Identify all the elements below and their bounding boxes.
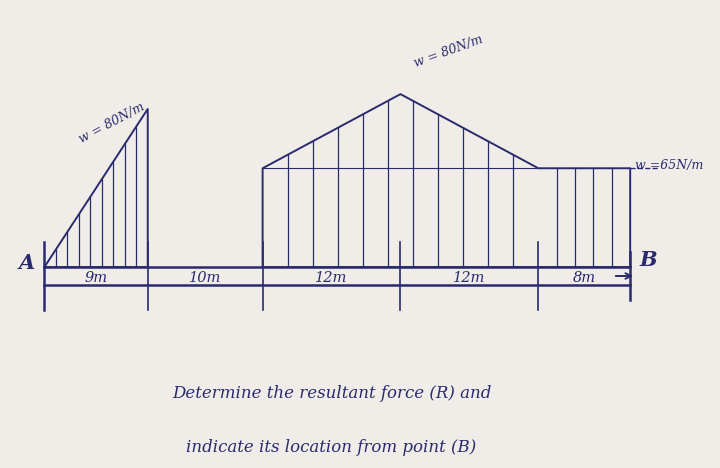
Text: w = 80N/m: w = 80N/m [412,32,485,69]
Text: indicate its location from point (B): indicate its location from point (B) [186,439,477,456]
Text: 9m: 9m [84,271,107,285]
Text: A: A [19,253,35,272]
Text: Determine the resultant force (R) and: Determine the resultant force (R) and [172,385,491,402]
Text: 8m: 8m [572,271,596,285]
Text: 10m: 10m [189,271,221,285]
Text: 12m: 12m [315,271,348,285]
Text: w = 80N/m: w = 80N/m [76,100,147,146]
Text: w =65N/m: w =65N/m [635,159,703,172]
Text: B: B [639,250,657,270]
Text: 12m: 12m [453,271,485,285]
